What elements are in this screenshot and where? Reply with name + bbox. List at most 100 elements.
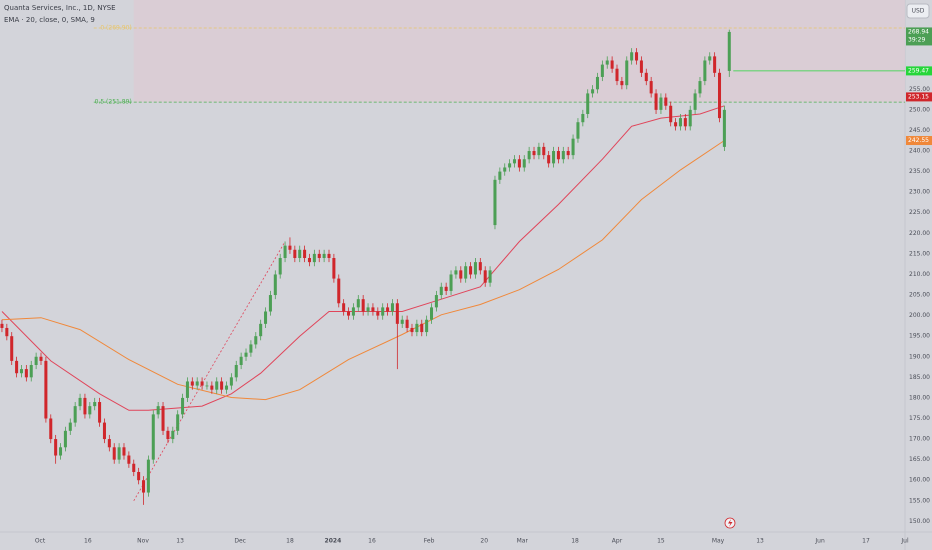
y-tick-label: 255.00 (909, 86, 930, 93)
candle-body (381, 307, 385, 316)
candle-body (420, 323, 424, 333)
x-tick-label: 16 (84, 538, 92, 545)
candle-body (78, 397, 82, 407)
candle-body (390, 303, 394, 312)
candle-body (683, 118, 687, 127)
candle-body (727, 31, 731, 71)
candle-body (517, 159, 521, 168)
candle-body (342, 303, 346, 312)
x-tick-label: Feb (424, 538, 435, 545)
price-label-bg (906, 136, 932, 146)
plot: 0 (269.90) 0.5 (251.89) (0, 24, 905, 505)
candle-body (190, 381, 194, 386)
candle-body (429, 307, 434, 320)
candle-body (220, 381, 224, 390)
candle-body (307, 258, 311, 263)
candle-body (185, 381, 189, 398)
x-tick-label: Dec (234, 538, 246, 545)
candle-body (722, 109, 726, 147)
candle-body (176, 414, 180, 431)
candle-body (63, 430, 67, 448)
x-tick-label: 15 (657, 538, 665, 545)
candle-body (459, 270, 463, 279)
y-tick-label: 200.00 (909, 312, 930, 319)
price-label: 259.47 (908, 67, 929, 74)
candle-body (49, 418, 53, 440)
candle-body (205, 385, 209, 387)
candle-body (478, 262, 482, 271)
candle-body (527, 151, 531, 160)
candle-body (195, 381, 199, 386)
y-tick-label: 195.00 (909, 333, 930, 340)
candle-body (122, 447, 126, 456)
candle-body (713, 56, 717, 73)
x-tick-label: Mar (517, 538, 529, 545)
candle-body (215, 381, 219, 390)
y-tick-label: 220.00 (909, 230, 930, 237)
candle-body (464, 266, 468, 279)
candle-body (586, 93, 590, 114)
candle-body (503, 167, 507, 172)
candle-body (347, 311, 351, 316)
candle-body (254, 336, 258, 345)
candle-body (615, 68, 619, 82)
candle-body (620, 81, 624, 86)
y-tick-label: 245.00 (909, 127, 930, 134)
candle-body (273, 274, 277, 296)
candle-body (654, 93, 658, 110)
candle-body (644, 72, 648, 82)
y-tick-label: 180.00 (909, 394, 930, 401)
x-tick-label: 13 (756, 538, 764, 545)
y-tick-label: 190.00 (909, 353, 930, 360)
candle-body (361, 299, 365, 312)
y-tick-label: 165.00 (909, 456, 930, 463)
y-tick-label: 160.00 (909, 477, 930, 484)
candle-body (386, 307, 390, 312)
candle-body (512, 159, 517, 164)
candle-body (405, 319, 409, 328)
y-tick-label: 155.00 (909, 497, 930, 504)
candle-body (659, 97, 663, 110)
candle-body (693, 93, 697, 110)
candle-body (234, 364, 238, 378)
candle-body (107, 439, 111, 448)
candle-body (639, 60, 643, 73)
x-tick-label: 20 (480, 538, 488, 545)
candle-body (439, 286, 443, 296)
price-label-bg (906, 66, 932, 76)
candle-body (356, 299, 360, 308)
candle-body (571, 138, 575, 156)
candle-body (44, 360, 48, 419)
candle-body (698, 81, 702, 94)
x-tick-label: 18 (286, 538, 294, 545)
candle-body (259, 323, 263, 337)
candle-body (244, 352, 248, 357)
candle-body (498, 171, 502, 180)
y-tick-label: 235.00 (909, 168, 930, 175)
candle-body (210, 385, 214, 390)
x-tick-label: Nov (137, 538, 149, 545)
price-label: 253.15 (908, 93, 929, 100)
candle-body (312, 253, 316, 263)
candle-body (88, 406, 92, 415)
candle-body (717, 72, 722, 119)
candle-body (283, 245, 287, 259)
candle-body (537, 146, 541, 156)
price-label-bg (906, 27, 932, 46)
x-tick-label: 2024 (325, 538, 342, 545)
candle-body (532, 151, 536, 156)
candle-body (454, 270, 458, 275)
currency-button[interactable] (906, 3, 930, 19)
candle-body (288, 245, 292, 250)
candle-body (366, 307, 370, 312)
y-tick-label: 215.00 (909, 250, 930, 257)
candle-body (600, 64, 604, 77)
countdown: 39:29 (908, 36, 925, 43)
candle-body (146, 459, 150, 493)
candle-body (54, 439, 58, 456)
candle-body (137, 471, 141, 481)
x-tick-label: Oct (35, 538, 46, 545)
indicator-label: EMA · 20, close, 0, SMA, 9 (4, 16, 95, 24)
y-tick-label: 185.00 (909, 374, 930, 381)
candle-body (576, 122, 580, 139)
